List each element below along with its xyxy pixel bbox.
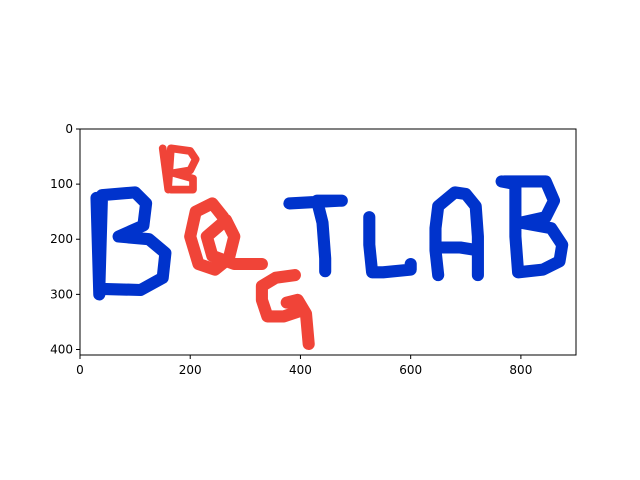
stroke-final-B [495, 175, 569, 279]
x-axis: 0 200 400 600 800 [76, 355, 532, 377]
y-tick-label: 300 [50, 287, 73, 301]
x-tick-label: 400 [289, 363, 312, 377]
stroke-G [255, 269, 315, 351]
stroke-big-B [90, 186, 172, 301]
axes-frame [79, 128, 577, 356]
image-area [90, 144, 569, 351]
stroke-A [429, 186, 484, 282]
x-tick-label: 800 [509, 363, 532, 377]
y-tick-label: 100 [50, 177, 73, 191]
stroke-T [283, 194, 348, 278]
y-tick-label: 400 [50, 342, 73, 356]
y-tick-label: 0 [65, 122, 73, 136]
x-tick-label: 600 [399, 363, 422, 377]
stroke-small-B [158, 144, 200, 194]
y-tick-label: 200 [50, 232, 73, 246]
stroke-Q [184, 197, 268, 276]
x-tick-label: 200 [179, 363, 202, 377]
y-axis: 0 100 200 300 400 [50, 122, 80, 356]
x-tick-label: 0 [76, 363, 84, 377]
stroke-L [363, 211, 417, 279]
